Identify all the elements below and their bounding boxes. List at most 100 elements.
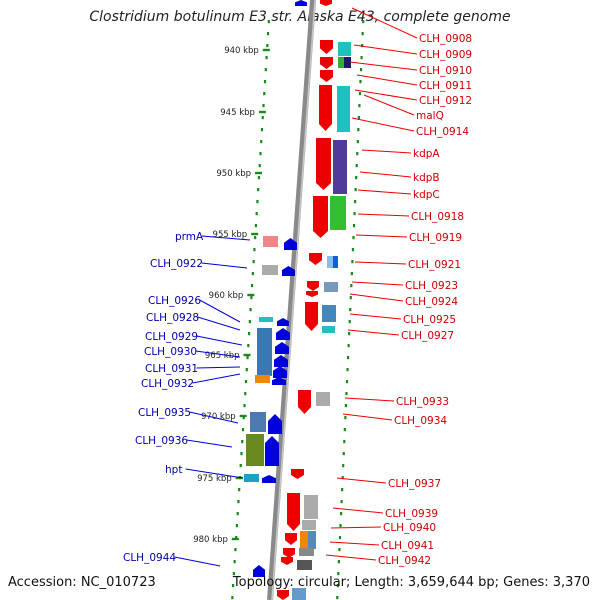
reverse-gene-arrow (320, 57, 333, 69)
forward-leader-line (197, 316, 241, 331)
reverse-gene-arrow (320, 70, 333, 82)
reverse-gene-label: CLH_0909 (419, 49, 472, 61)
ruler-dot (346, 356, 350, 360)
forward-gene-label: CLH_0935 (138, 407, 191, 419)
ruler-dot (348, 332, 351, 336)
ruler-dot (336, 596, 339, 600)
ruler-dot (267, 20, 270, 24)
reverse-gene-label: CLH_0942 (378, 555, 431, 567)
track-feature-box (324, 282, 338, 292)
ruler-tick-label: 940 kbp (224, 46, 259, 56)
ruler-dot (341, 488, 344, 492)
reverse-leader-line (354, 89, 418, 101)
ruler-tick-mark (258, 110, 266, 114)
forward-leader-line (196, 335, 243, 346)
ruler-dot (354, 200, 357, 204)
reverse-leader-line (359, 171, 412, 178)
ruler-dot (266, 44, 269, 48)
ruler-dot (340, 500, 343, 504)
reverse-gene-label: CLH_0933 (396, 396, 449, 408)
reverse-gene-label: kdpB (413, 172, 440, 184)
ruler-dot (336, 584, 339, 588)
ruler-dot (338, 536, 342, 540)
ruler-dot (251, 284, 254, 288)
reverse-gene-arrow (306, 291, 318, 297)
reverse-gene-arrow (307, 281, 319, 291)
ruler-dot (357, 128, 360, 132)
ruler-dot (352, 236, 355, 240)
reverse-leader-line (349, 61, 418, 71)
ruler-dot (349, 296, 352, 300)
forward-gene-arrow (272, 377, 286, 385)
reverse-gene-label: malQ (416, 110, 444, 122)
ruler-dot (254, 224, 258, 228)
ruler-dot (356, 140, 359, 144)
forward-gene-arrow (274, 355, 288, 367)
ruler-dot (254, 236, 257, 240)
reverse-gene-arrow (287, 493, 300, 531)
ruler-tick-label: 980 kbp (193, 535, 228, 545)
ruler-dot (362, 20, 365, 24)
forward-gene-arrow (262, 475, 276, 483)
reverse-gene-label: CLH_0918 (411, 211, 464, 223)
reverse-gene-label: kdpA (413, 148, 440, 160)
reverse-gene-arrow (319, 85, 332, 131)
forward-gene-label: CLH_0932 (141, 378, 194, 390)
track-feature-box (262, 265, 278, 275)
ruler-tick-mark (239, 414, 247, 418)
ruler-dot (349, 308, 352, 312)
ruler-dot (348, 320, 351, 324)
reverse-gene-label: CLH_0925 (403, 314, 456, 326)
reverse-leader-line (332, 507, 384, 514)
ruler-dot (241, 428, 245, 432)
map-title: Clostridium botulinum E3 str. Alaska E43… (89, 9, 511, 25)
reverse-gene-arrow (316, 138, 331, 190)
forward-leader-line (201, 262, 248, 269)
reverse-gene-label: CLH_0934 (394, 415, 447, 427)
ruler-dot (361, 44, 364, 48)
reverse-gene-label: CLH_0941 (381, 540, 434, 552)
forward-gene-label: CLH_0931 (145, 363, 198, 375)
ruler-tick-label: 970 kbp (201, 412, 236, 422)
ruler-dot (352, 224, 356, 228)
forward-gene-label: CLH_0936 (135, 435, 188, 447)
reverse-gene-label: CLH_0923 (405, 280, 458, 292)
track-feature-box (322, 326, 335, 333)
reverse-leader-line (329, 541, 380, 546)
ruler-dot (253, 248, 256, 252)
ruler-dot (257, 176, 261, 180)
ruler-dot (358, 104, 361, 108)
reverse-gene-arrow (305, 302, 318, 331)
ruler-dot (235, 524, 239, 528)
ruler-dot (245, 368, 248, 372)
ruler-tick-label: 960 kbp (209, 291, 244, 301)
forward-gene-label: hpt (165, 464, 182, 476)
ruler-dot (355, 176, 358, 180)
ruler-dot (342, 464, 345, 468)
reverse-gene-arrow (285, 533, 297, 545)
ruler-dot (232, 584, 235, 588)
ruler-dot (261, 116, 264, 120)
ruler-dot (255, 212, 258, 216)
reverse-gene-arrow (309, 253, 322, 265)
track-feature-box (246, 434, 264, 466)
forward-gene-arrow (276, 328, 290, 340)
ruler-dot (237, 500, 240, 504)
ruler-tick-mark (251, 232, 259, 236)
forward-leader-line (192, 373, 241, 384)
ruler-dot (260, 128, 264, 132)
reverse-leader-line (349, 293, 404, 302)
reverse-gene-label: CLH_0939 (385, 508, 438, 520)
forward-gene-arrow (277, 318, 289, 326)
ruler-tick-mark (247, 293, 255, 297)
ruler-dot (241, 440, 244, 444)
track-feature-box (337, 86, 350, 132)
reverse-gene-arrow (320, 0, 332, 6)
backbone-line (267, 0, 316, 600)
ruler-dot (353, 212, 356, 216)
track-feature-box (333, 140, 347, 194)
reverse-leader-line (354, 261, 407, 265)
reverse-leader-line (344, 397, 395, 402)
reverse-leader-line (355, 234, 408, 238)
ruler-dot (266, 32, 270, 36)
